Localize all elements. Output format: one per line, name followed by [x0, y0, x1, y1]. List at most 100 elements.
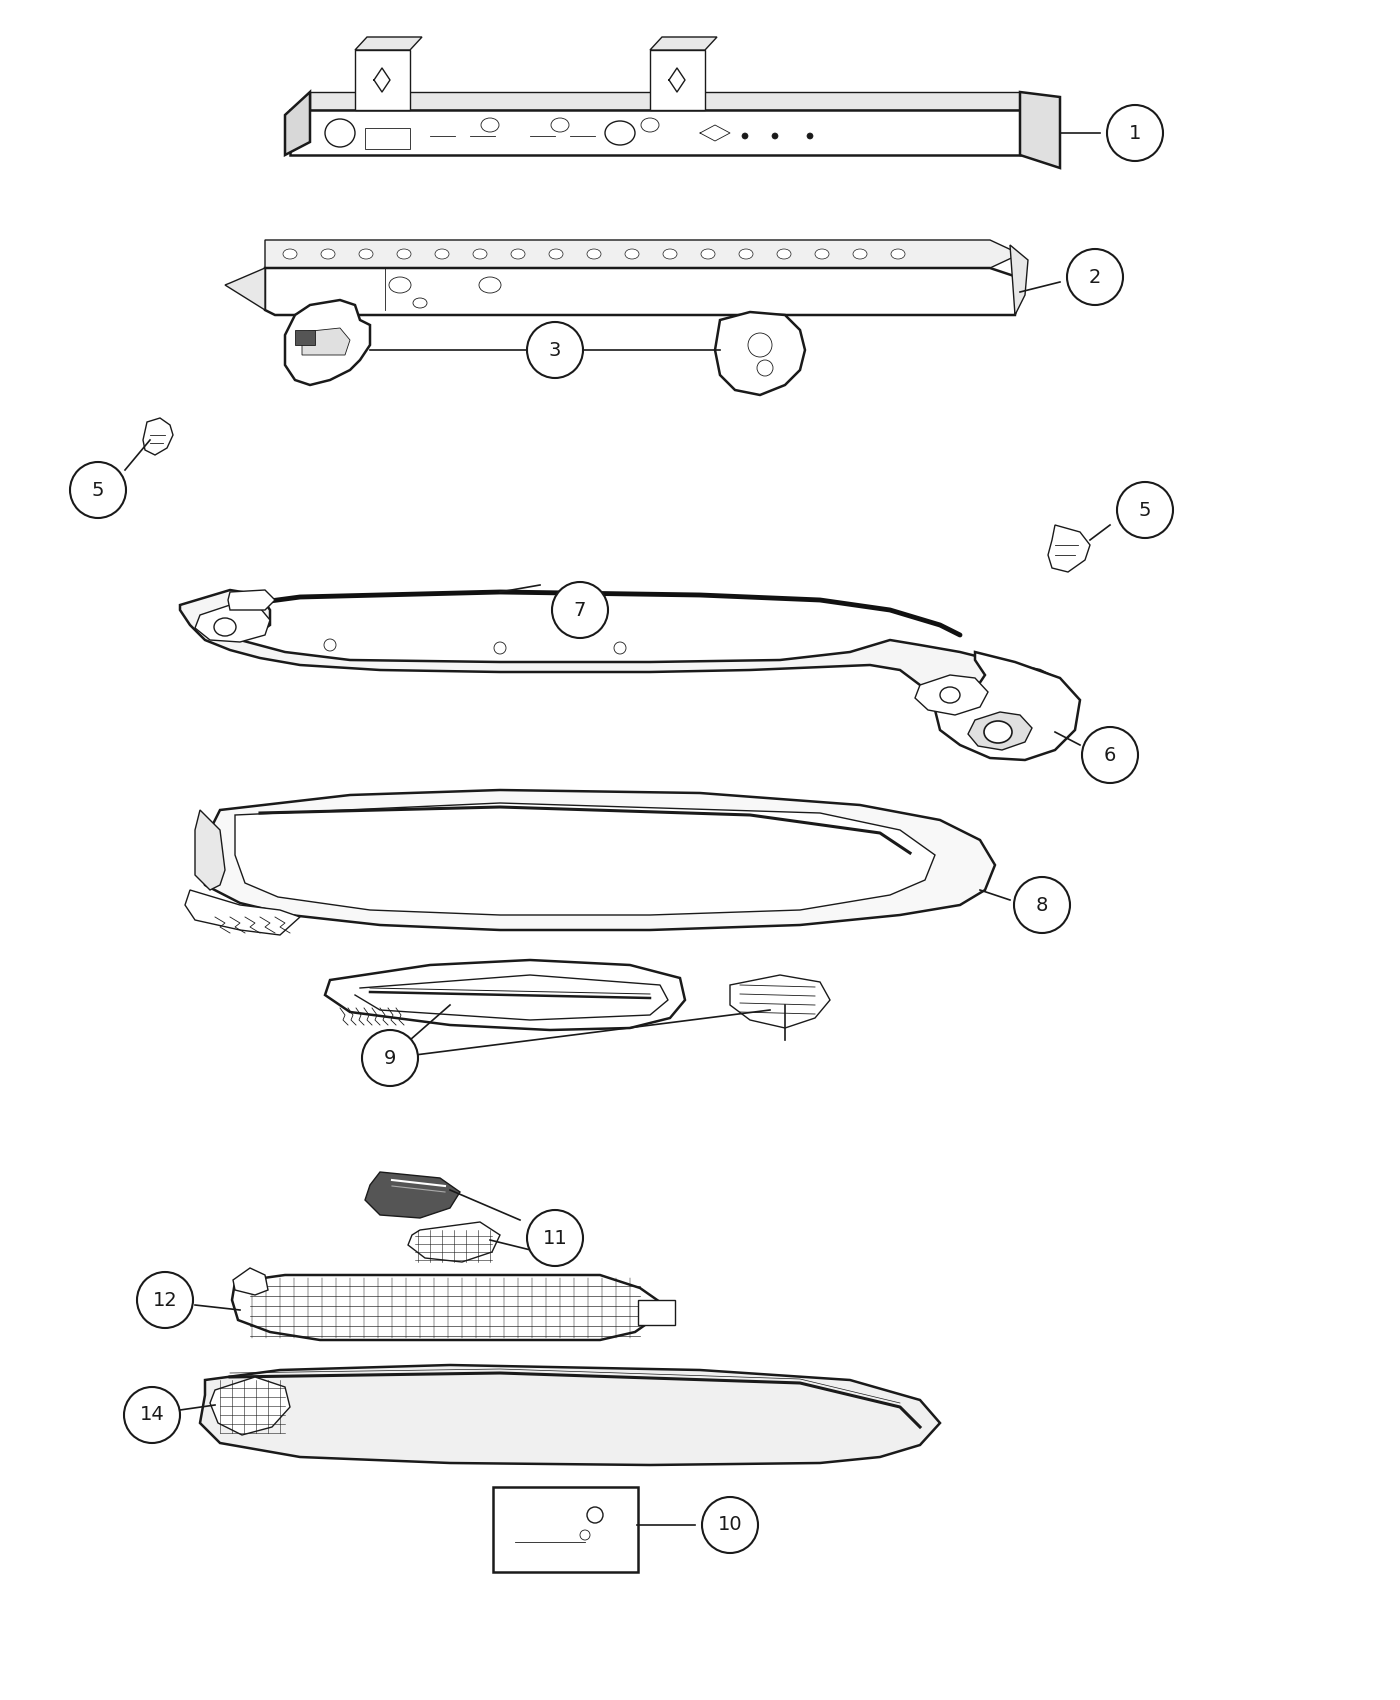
Ellipse shape — [624, 248, 638, 258]
Circle shape — [1107, 105, 1163, 162]
Circle shape — [806, 133, 813, 139]
Polygon shape — [290, 110, 1021, 155]
Ellipse shape — [739, 248, 753, 258]
Ellipse shape — [358, 248, 372, 258]
Circle shape — [587, 1506, 603, 1523]
Circle shape — [748, 333, 771, 357]
Polygon shape — [407, 1222, 500, 1261]
Ellipse shape — [435, 248, 449, 258]
Ellipse shape — [321, 248, 335, 258]
Text: 2: 2 — [1089, 267, 1102, 287]
Text: 14: 14 — [140, 1406, 164, 1425]
Polygon shape — [232, 1275, 659, 1340]
Polygon shape — [638, 1300, 675, 1324]
Circle shape — [552, 581, 608, 638]
Polygon shape — [650, 37, 717, 49]
Polygon shape — [715, 313, 805, 394]
Polygon shape — [210, 1377, 290, 1435]
Ellipse shape — [398, 248, 412, 258]
Circle shape — [137, 1272, 193, 1328]
Polygon shape — [325, 960, 685, 1030]
Ellipse shape — [214, 619, 237, 636]
Polygon shape — [1021, 92, 1060, 168]
Polygon shape — [967, 712, 1032, 750]
Ellipse shape — [664, 248, 678, 258]
Polygon shape — [309, 92, 1021, 110]
Polygon shape — [195, 605, 270, 643]
Polygon shape — [356, 37, 421, 49]
Circle shape — [70, 462, 126, 518]
Circle shape — [701, 1498, 757, 1554]
Ellipse shape — [552, 117, 568, 133]
Polygon shape — [286, 92, 309, 155]
Polygon shape — [302, 328, 350, 355]
Polygon shape — [356, 49, 410, 111]
Polygon shape — [295, 330, 315, 345]
Polygon shape — [916, 675, 988, 716]
Polygon shape — [365, 128, 410, 150]
Text: 11: 11 — [543, 1229, 567, 1248]
Ellipse shape — [283, 248, 297, 258]
Polygon shape — [195, 809, 225, 891]
Polygon shape — [200, 790, 995, 930]
Polygon shape — [935, 653, 1079, 760]
Circle shape — [526, 321, 582, 377]
Ellipse shape — [511, 248, 525, 258]
Circle shape — [494, 643, 505, 654]
Text: 5: 5 — [1138, 500, 1151, 520]
Ellipse shape — [984, 721, 1012, 743]
Circle shape — [323, 639, 336, 651]
Ellipse shape — [815, 248, 829, 258]
Polygon shape — [235, 802, 935, 915]
Ellipse shape — [325, 119, 356, 146]
Ellipse shape — [701, 248, 715, 258]
Polygon shape — [265, 240, 1021, 269]
Circle shape — [615, 643, 626, 654]
Circle shape — [1014, 877, 1070, 933]
Text: 1: 1 — [1128, 124, 1141, 143]
Ellipse shape — [413, 298, 427, 308]
Polygon shape — [650, 49, 706, 111]
Polygon shape — [365, 1171, 461, 1217]
Polygon shape — [1049, 525, 1091, 571]
Polygon shape — [200, 1365, 939, 1465]
Text: 10: 10 — [718, 1515, 742, 1535]
Polygon shape — [729, 976, 830, 1028]
Circle shape — [1082, 728, 1138, 784]
Ellipse shape — [389, 277, 412, 292]
Circle shape — [1067, 248, 1123, 304]
Ellipse shape — [890, 248, 904, 258]
Circle shape — [1117, 483, 1173, 537]
Polygon shape — [143, 418, 174, 456]
Ellipse shape — [479, 277, 501, 292]
Circle shape — [742, 133, 748, 139]
Ellipse shape — [939, 687, 960, 704]
Text: 8: 8 — [1036, 896, 1049, 915]
Circle shape — [580, 1530, 589, 1540]
Ellipse shape — [482, 117, 498, 133]
Polygon shape — [286, 299, 370, 384]
Circle shape — [771, 133, 778, 139]
Polygon shape — [185, 891, 300, 935]
Text: 3: 3 — [549, 340, 561, 359]
Circle shape — [526, 1210, 582, 1266]
Text: 12: 12 — [153, 1290, 178, 1309]
Circle shape — [363, 1030, 419, 1086]
Circle shape — [125, 1387, 181, 1443]
Polygon shape — [181, 590, 1065, 711]
Circle shape — [757, 360, 773, 376]
Text: 6: 6 — [1103, 746, 1116, 765]
Polygon shape — [232, 1268, 267, 1295]
Text: 9: 9 — [384, 1049, 396, 1068]
Ellipse shape — [853, 248, 867, 258]
Ellipse shape — [473, 248, 487, 258]
Text: 5: 5 — [92, 481, 104, 500]
Ellipse shape — [587, 248, 601, 258]
Ellipse shape — [549, 248, 563, 258]
Text: 7: 7 — [574, 600, 587, 619]
Polygon shape — [265, 269, 1021, 314]
FancyBboxPatch shape — [493, 1488, 638, 1572]
Polygon shape — [225, 269, 265, 309]
Ellipse shape — [777, 248, 791, 258]
Ellipse shape — [641, 117, 659, 133]
